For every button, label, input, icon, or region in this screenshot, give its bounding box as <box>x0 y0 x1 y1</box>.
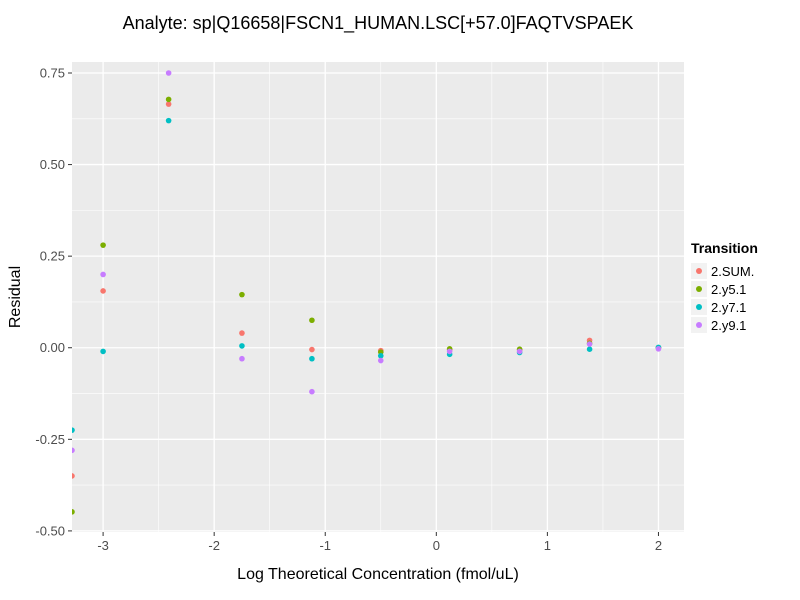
data-point-2.SUM. <box>309 346 315 353</box>
x-tick-label: -1 <box>319 538 331 553</box>
legend-key <box>691 281 707 297</box>
data-point-2.y5.1 <box>72 509 75 515</box>
legend-key <box>691 263 707 279</box>
legend-entry: 2.y7.1 <box>691 298 758 316</box>
data-point-2.y5.1 <box>239 291 245 298</box>
legend-entry-label: 2.y5.1 <box>711 281 747 297</box>
data-point-2.y9.1 <box>586 341 593 347</box>
data-point-2.y7.1 <box>377 352 384 359</box>
legend: Transition 2.SUM. 2.y5.1 2.y7.1 2.y9.1 <box>691 240 758 334</box>
legend-entry-label: 2.y7.1 <box>711 299 747 315</box>
data-point-2.SUM. <box>72 473 75 479</box>
data-point-2.y9.1 <box>516 348 523 355</box>
x-tick-label: 2 <box>655 538 662 553</box>
legend-title: Transition <box>691 240 758 256</box>
data-point-2.y7.1 <box>309 355 315 362</box>
legend-entries: 2.SUM. 2.y5.1 2.y7.1 2.y9.1 <box>691 262 758 334</box>
x-axis-title: Log Theoretical Concentration (fmol/uL) <box>237 566 519 583</box>
y-tick-label: -0.25 <box>35 432 65 447</box>
data-point-2.y5.1 <box>309 317 315 324</box>
x-tick-label: -3 <box>97 538 109 553</box>
data-point-2.SUM. <box>239 330 245 336</box>
legend-entry: 2.y9.1 <box>691 316 758 334</box>
data-point-2.SUM. <box>100 288 106 294</box>
y-tick-label: 0.25 <box>40 249 65 264</box>
legend-entry: 2.y5.1 <box>691 280 758 298</box>
y-tick-label: 0.75 <box>40 65 65 80</box>
data-point-2.y5.1 <box>100 242 106 248</box>
y-axis-title: Residual <box>7 265 24 329</box>
data-point-2.y9.1 <box>239 355 245 362</box>
data-point-2.SUM. <box>165 101 172 107</box>
legend-entry-label: 2.y9.1 <box>711 317 747 333</box>
legend-key <box>691 317 707 333</box>
data-point-2.y5.1 <box>165 96 172 103</box>
data-point-2.y9.1 <box>377 357 384 364</box>
x-tick-label: 1 <box>544 538 551 553</box>
y-tick-label: -0.50 <box>35 523 65 538</box>
plot-panel <box>72 62 684 532</box>
data-point-2.y7.1 <box>239 343 245 349</box>
legend-key-dot <box>696 268 702 274</box>
legend-entry: 2.SUM. <box>691 262 758 280</box>
y-tick-label: 0.00 <box>40 340 65 355</box>
data-point-2.y9.1 <box>655 346 662 352</box>
legend-key-dot <box>696 304 702 310</box>
legend-key-dot <box>696 322 702 328</box>
data-point-2.y7.1 <box>586 346 593 353</box>
data-point-2.y7.1 <box>100 348 106 355</box>
legend-entry-label: 2.SUM. <box>711 263 755 279</box>
legend-key <box>691 299 707 315</box>
data-point-2.y7.1 <box>165 117 172 124</box>
data-point-2.y9.1 <box>165 70 172 76</box>
data-point-2.y9.1 <box>100 271 106 278</box>
points-layer <box>72 70 662 515</box>
x-tick-label: 0 <box>433 538 440 553</box>
y-tick-label: 0.50 <box>40 157 65 172</box>
chart-title: Analyte: sp|Q16658|FSCN1_HUMAN.LSC[+57.0… <box>122 13 634 33</box>
data-point-2.y9.1 <box>446 348 453 355</box>
legend-key-dot <box>696 286 702 292</box>
data-point-2.y7.1 <box>72 427 75 433</box>
data-point-2.y9.1 <box>72 447 75 454</box>
data-point-2.y9.1 <box>309 388 315 395</box>
x-tick-label: -2 <box>208 538 220 553</box>
